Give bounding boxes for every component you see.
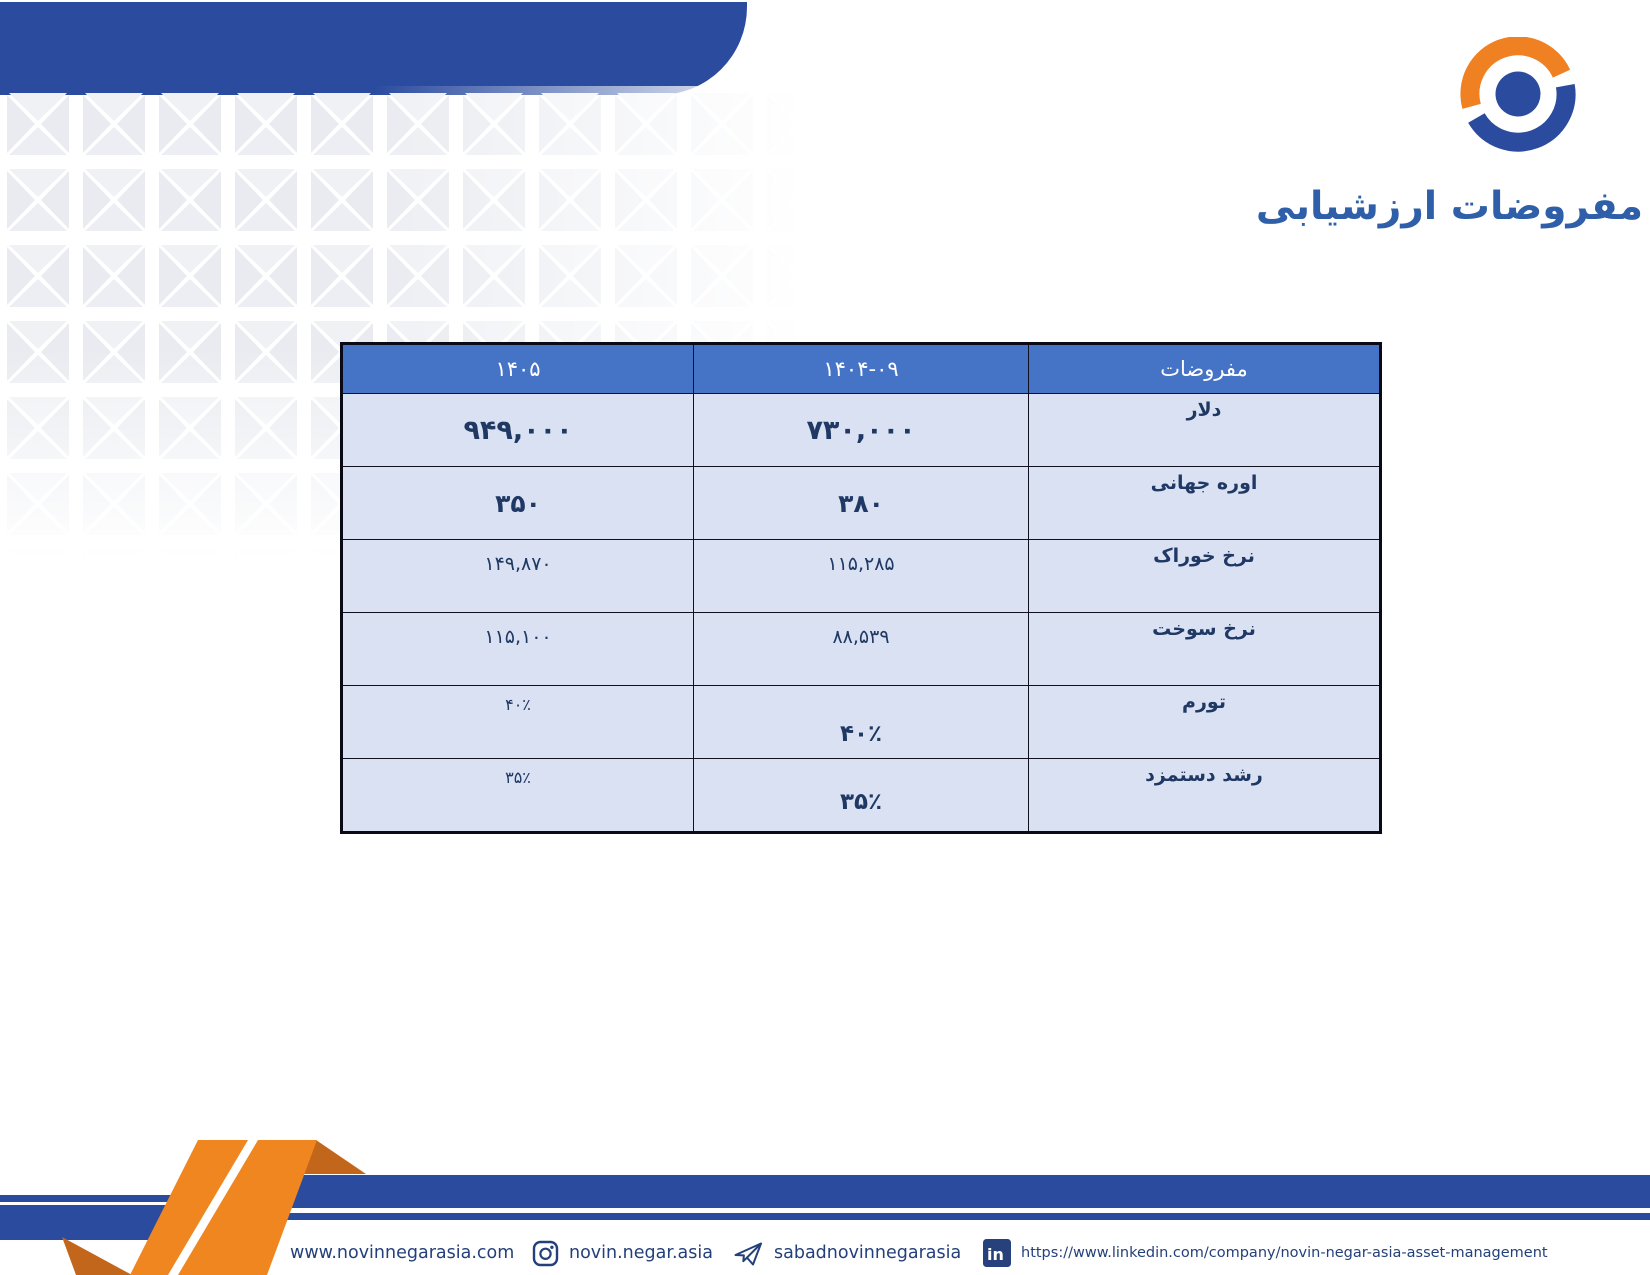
- row-label-inflation: تورم: [1028, 685, 1379, 758]
- eye-swirl-logo-icon: [1460, 37, 1576, 152]
- telegram-link[interactable]: sabadnovinnegarasia: [733, 1236, 961, 1270]
- row-label-urea: اوره جهانی: [1028, 466, 1379, 539]
- linkedin-url: https://www.linkedin.com/company/novin-n…: [1021, 1245, 1548, 1261]
- value-fuel-rate-1405: ۱۱۵,۱۰۰: [343, 612, 693, 685]
- value-feed-rate-1404: ۱۱۵,۲۸۵: [693, 539, 1028, 612]
- assumptions-table: مفروضات ۱۴۰۴-۰۹ ۱۴۰۵ دلار ۷۳۰,۰۰۰ ۹۴۹,۰۰…: [340, 342, 1382, 834]
- column-header-1405: ۱۴۰۵: [343, 345, 693, 393]
- value-wage-growth-1404: ۳۵٪: [693, 758, 1028, 831]
- value-inflation-1404: ۴۰٪: [693, 685, 1028, 758]
- value-urea-1405: ۳۵۰: [343, 466, 693, 539]
- website-link[interactable]: www.novinnegarasia.com: [290, 1236, 514, 1270]
- row-label-dollar: دلار: [1028, 393, 1379, 466]
- footer-ribbon-graphic: [0, 1140, 1650, 1275]
- telegram-handle: sabadnovinnegarasia: [774, 1243, 962, 1263]
- linkedin-link[interactable]: in https://www.linkedin.com/company/novi…: [983, 1236, 1548, 1270]
- row-label-feed-rate: نرخ خوراک: [1028, 539, 1379, 612]
- value-feed-rate-1405: ۱۴۹,۸۷۰: [343, 539, 693, 612]
- value-dollar-1404: ۷۳۰,۰۰۰: [693, 393, 1028, 466]
- value-inflation-1405: ۴۰٪: [343, 685, 693, 758]
- linkedin-icon: in: [983, 1239, 1011, 1267]
- page-title: مفروضات ارزشیابی: [1255, 184, 1643, 229]
- value-dollar-1405: ۹۴۹,۰۰۰: [343, 393, 693, 466]
- value-wage-growth-1405: ۳۵٪: [343, 758, 693, 831]
- svg-text:in: in: [987, 1245, 1004, 1264]
- website-text: www.novinnegarasia.com: [290, 1243, 515, 1263]
- column-header-assumptions: مفروضات: [1028, 345, 1379, 393]
- top-blue-bar: [0, 2, 747, 95]
- value-urea-1404: ۳۸۰: [693, 466, 1028, 539]
- triangle-pattern-background: [0, 86, 830, 561]
- row-label-fuel-rate: نرخ سوخت: [1028, 612, 1379, 685]
- value-fuel-rate-1404: ۸۸,۵۳۹: [693, 612, 1028, 685]
- instagram-icon: [532, 1240, 559, 1266]
- instagram-handle: novin.negar.asia: [569, 1243, 713, 1263]
- column-header-1404-09: ۱۴۰۴-۰۹: [693, 345, 1028, 393]
- telegram-icon: [734, 1242, 762, 1265]
- instagram-link[interactable]: novin.negar.asia: [532, 1236, 713, 1270]
- row-label-wage-growth: رشد دستمزد: [1028, 758, 1379, 831]
